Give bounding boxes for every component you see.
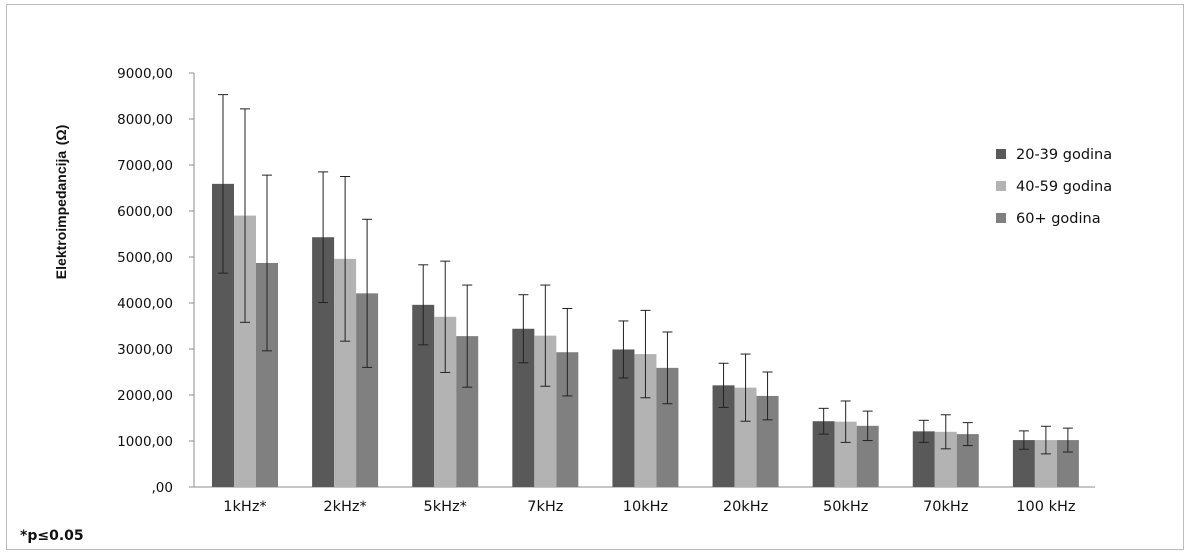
bar	[956, 434, 979, 487]
bar	[612, 349, 635, 487]
y-tick-label: 2000,00	[117, 388, 173, 404]
legend-label: 40-59 godina	[1016, 179, 1112, 195]
y-axis-unit: (Ω)	[53, 125, 69, 146]
legend-swatch	[996, 149, 1006, 159]
y-axis-title: Elektroimpedancija	[53, 151, 69, 280]
bar	[812, 421, 835, 487]
bar	[634, 354, 657, 487]
y-tick-label: 6000,00	[117, 204, 173, 220]
bar	[756, 395, 779, 487]
x-tick-label: 50kHz	[823, 499, 868, 515]
x-tick-label: 5kHz*	[424, 499, 467, 515]
bar	[412, 304, 435, 487]
bar	[556, 352, 579, 487]
bar	[734, 387, 757, 487]
bar	[1034, 440, 1057, 487]
bar	[512, 328, 535, 487]
x-tick-label: 100 kHz	[1016, 499, 1075, 515]
bar	[534, 335, 557, 487]
bars	[212, 183, 1079, 488]
legend-swatch	[996, 181, 1006, 191]
legend-label: 20-39 godina	[1016, 147, 1112, 163]
y-tick-label: 9000,00	[117, 66, 173, 82]
bar	[856, 425, 879, 487]
y-tick-label: 3000,00	[117, 342, 173, 358]
x-tick-label: 2kHz*	[323, 499, 366, 515]
legend-swatch	[996, 213, 1006, 223]
y-tick-label: 1000,00	[117, 434, 173, 450]
y-tick-label: ,00	[152, 480, 173, 496]
bar	[834, 421, 857, 487]
bar	[712, 385, 735, 487]
bar	[356, 293, 379, 487]
bar	[234, 215, 256, 487]
bar	[1056, 440, 1079, 487]
x-tick-label: 10kHz	[623, 499, 668, 515]
x-axis-labels: 1kHz* 2kHz* 5kHz* 7kHz 10kHz 20kHz 50kHz 70kHz 1…	[223, 499, 1075, 515]
x-tick-label: 20kHz	[723, 499, 768, 515]
bar	[312, 237, 335, 487]
y-tick-label: 7000,00	[117, 158, 173, 174]
x-tick-label: 7kHz	[527, 499, 563, 515]
bar	[934, 431, 957, 487]
x-tick-label: 70kHz	[923, 499, 968, 515]
y-axis: ,00 1000,00 2000,00 3000,00 4000,00 5000,00 60…	[117, 66, 1095, 496]
y-tick-label: 5000,00	[117, 250, 173, 266]
bar	[656, 367, 679, 487]
chart-frame	[6, 4, 1184, 550]
bar	[912, 431, 935, 487]
x-tick-label: 1kHz*	[223, 499, 266, 515]
y-tick-label: 8000,00	[117, 112, 173, 128]
error-bars	[218, 94, 1073, 455]
bar	[434, 316, 457, 487]
y-tick-label: 4000,00	[117, 296, 173, 312]
bar	[334, 258, 357, 487]
bar	[256, 262, 278, 487]
bar	[456, 336, 479, 487]
legend-label: 60+ godina	[1016, 211, 1101, 227]
legend: 20-39 godina 40-59 godina 60+ godina	[996, 147, 1112, 227]
significance-footnote: *p≤0.05	[20, 528, 84, 544]
bar	[1012, 440, 1035, 487]
bar	[212, 183, 234, 488]
